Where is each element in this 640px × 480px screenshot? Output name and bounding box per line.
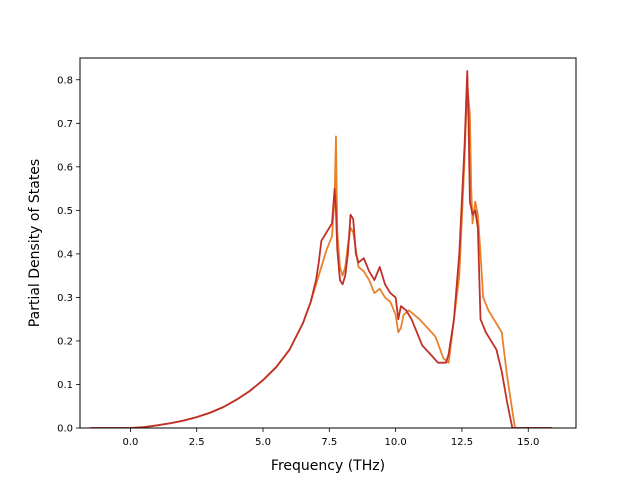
- y-tick-label: 0.0: [57, 424, 73, 435]
- x-axis-label: Frequency (THz): [271, 458, 385, 474]
- y-tick-label: 0.1: [57, 380, 73, 391]
- series-line-1: [90, 83, 553, 428]
- x-tick-label: 5.0: [255, 437, 271, 448]
- y-tick-label: 0.6: [57, 162, 73, 173]
- series-line-2: [90, 70, 553, 428]
- series-layer: [90, 70, 553, 428]
- x-tick-label: 10.0: [385, 437, 407, 448]
- plot-frame: [79, 57, 577, 429]
- x-tick-label: 2.5: [189, 437, 205, 448]
- y-tick-label: 0.8: [57, 75, 73, 86]
- x-axis: 0.0 2.5 5.0 7.5 10.0 12.5 15.0: [122, 428, 539, 448]
- x-tick-label: 15.0: [517, 437, 539, 448]
- y-axis-label: Partial Density of States: [27, 159, 43, 327]
- y-tick-label: 0.5: [57, 206, 73, 217]
- x-tick-label: 12.5: [451, 437, 473, 448]
- y-tick-label: 0.2: [57, 336, 73, 347]
- y-tick-label: 0.4: [57, 249, 73, 260]
- y-tick-label: 0.3: [57, 293, 73, 304]
- x-tick-label: 7.5: [321, 437, 337, 448]
- x-tick-label: 0.0: [122, 437, 138, 448]
- y-axis: 0.0 0.1 0.2 0.3 0.4 0.5 0.6 0.7 0.8: [57, 75, 80, 435]
- y-tick-label: 0.7: [57, 119, 73, 130]
